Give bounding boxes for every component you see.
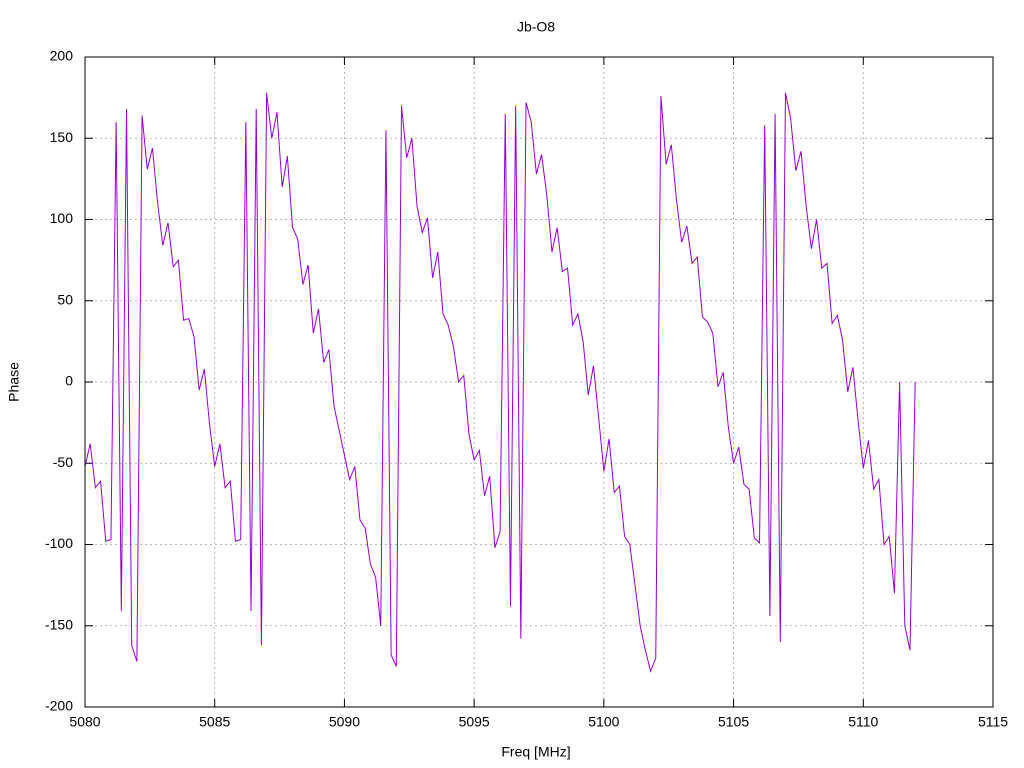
x-axis-label: Freq [MHz] [501, 744, 570, 760]
y-tick-label: 200 [50, 48, 74, 64]
y-tick-label: -150 [45, 616, 73, 632]
x-tick-label: 5115 [978, 714, 1008, 730]
y-tick-label: 0 [65, 373, 73, 389]
x-tick-label: 5080 [69, 714, 100, 730]
x-tick-label: 5105 [718, 714, 749, 730]
plot-border [84, 56, 994, 708]
x-tick-label: 5100 [588, 714, 619, 730]
chart-title: Jb-O8 [517, 19, 555, 35]
y-tick-label: -50 [53, 454, 73, 470]
y-tick-label: 150 [50, 129, 74, 145]
plot-layer [84, 56, 994, 708]
x-tick-label: 5110 [848, 714, 878, 730]
x-tick-label: 5095 [459, 714, 490, 730]
x-tick-label: 5085 [199, 714, 230, 730]
y-axis-label: Phase [6, 362, 22, 402]
y-tick-label: -100 [45, 535, 73, 551]
y-tick-label: -200 [45, 698, 73, 714]
y-tick-label: 100 [50, 210, 74, 226]
y-tick-label: 50 [57, 291, 73, 307]
data-line [84, 92, 916, 673]
x-tick-label: 5090 [329, 714, 360, 730]
